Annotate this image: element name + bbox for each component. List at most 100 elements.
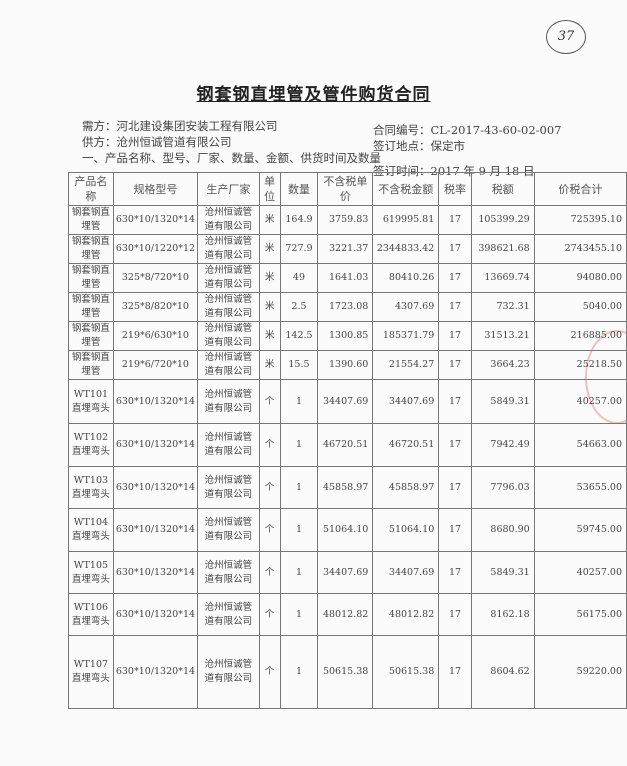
table-cell: 沧州恒诚管道有限公司 <box>197 350 260 380</box>
table-cell: 个 <box>258 551 281 594</box>
table-cell: 164.9 <box>279 205 319 235</box>
column-header: 规格型号 <box>112 172 199 206</box>
table-cell: 219*6/630*10 <box>112 321 199 351</box>
table-cell: 个 <box>258 508 281 552</box>
table-cell: 米 <box>258 292 281 322</box>
table-cell: 个 <box>258 466 281 509</box>
table-cell: 2.5 <box>279 292 319 322</box>
table-cell: 142.5 <box>279 321 319 351</box>
table-cell: 沧州恒诚管道有限公司 <box>197 263 260 293</box>
column-header: 税额 <box>470 172 535 206</box>
table-cell: 17 <box>438 508 472 552</box>
table-cell: 钢套钢直埋管 <box>68 263 114 293</box>
table-cell: 米 <box>258 205 281 235</box>
table-row: WT103直埋弯头 630*10/1320*14 沧州恒诚管道有限公司个 1 45858… <box>68 466 627 509</box>
column-header: 价税合计 <box>533 172 627 206</box>
table-cell: 630*10/1320*14 <box>112 423 199 467</box>
table-row: WT106直埋弯头 630*10/1320*14 沧州恒诚管道有限公司个 1 48012… <box>68 593 627 636</box>
table-row: 钢套钢直埋管 325*8/720*10 沧州恒诚管道有限公司米 49 1641.03 80… <box>68 263 627 293</box>
table-row: 钢套钢直埋管 325*8/820*10 沧州恒诚管道有限公司米 2.5 1723.08 4… <box>68 292 627 322</box>
table-cell: 4307.69 <box>372 292 440 322</box>
table-cell: 1390.60 <box>317 350 374 380</box>
table-cell: 17 <box>438 635 472 709</box>
table-cell: 619995.81 <box>372 205 440 235</box>
table-row: WT104直埋弯头 630*10/1320*14 沧州恒诚管道有限公司个 1 51064… <box>68 508 627 552</box>
table-cell: 17 <box>438 321 472 351</box>
document-title: 钢套钢直埋管及管件购货合同 <box>196 85 431 105</box>
table-cell: 7796.03 <box>470 466 535 509</box>
table-cell: 沧州恒诚管道有限公司 <box>197 593 260 636</box>
table-cell: 米 <box>258 263 281 293</box>
table-cell: 5849.31 <box>470 551 535 594</box>
table-cell: 1723.08 <box>317 292 374 322</box>
table-cell: 34407.69 <box>317 551 374 594</box>
table-cell: 56175.00 <box>533 593 627 636</box>
column-header: 不含税单价 <box>317 172 374 206</box>
table-cell: 630*10/1220*12 <box>112 234 199 264</box>
table-row: WT107直埋弯头 630*10/1320*14 沧州恒诚管道有限公司个 1 50615… <box>68 635 627 709</box>
table-cell: 17 <box>438 466 472 509</box>
table-cell: 米 <box>258 350 281 380</box>
table-cell: 48012.82 <box>317 593 374 636</box>
table-cell: 630*10/1320*14 <box>112 551 199 594</box>
table-cell: 45858.97 <box>317 466 374 509</box>
table-row: 钢套钢直埋管 630*10/1320*14 沧州恒诚管道有限公司米 164.9 3759… <box>68 205 627 235</box>
table-cell: 沧州恒诚管道有限公司 <box>197 234 260 264</box>
table-cell: 5040.00 <box>533 292 627 322</box>
table-cell: 沧州恒诚管道有限公司 <box>197 379 260 424</box>
table-cell: 13669.74 <box>470 263 535 293</box>
table-cell: 个 <box>258 423 281 467</box>
table-cell: 沧州恒诚管道有限公司 <box>197 551 260 594</box>
table-cell: 325*8/720*10 <box>112 263 199 293</box>
table-cell: 8604.62 <box>470 635 535 709</box>
table-cell: 17 <box>438 379 472 424</box>
table-cell: 94080.00 <box>533 263 627 293</box>
contract-number: 合同编号：CL-2017-43-60-02-007 <box>373 123 562 137</box>
table-cell: 51064.10 <box>317 508 374 552</box>
table-cell: 17 <box>438 350 472 380</box>
table-cell: 个 <box>258 593 281 636</box>
table-cell: 2344833.42 <box>372 234 440 264</box>
table-cell: 17 <box>438 423 472 467</box>
table-cell: 219*6/720*10 <box>112 350 199 380</box>
column-header: 单位 <box>258 172 281 206</box>
table-cell: 50615.38 <box>372 635 440 709</box>
table-cell: 沧州恒诚管道有限公司 <box>197 635 260 709</box>
table-cell: 630*10/1320*14 <box>112 635 199 709</box>
table-cell: 34407.69 <box>317 379 374 424</box>
table-cell: 沧州恒诚管道有限公司 <box>197 321 260 351</box>
table-cell: 630*10/1320*14 <box>112 593 199 636</box>
table-cell: 34407.69 <box>372 551 440 594</box>
column-header: 生产厂家 <box>197 172 260 206</box>
page-number: 37 <box>546 20 586 54</box>
table-row: 钢套钢直埋管 630*10/1220*12 沧州恒诚管道有限公司米 727.9 3221… <box>68 234 627 264</box>
table-cell: 59745.00 <box>533 508 627 552</box>
table-cell: 80410.26 <box>372 263 440 293</box>
table-cell: 46720.51 <box>317 423 374 467</box>
column-header: 产品名称 <box>68 172 114 206</box>
table-cell: 49 <box>279 263 319 293</box>
table-row: WT101直埋弯头 630*10/1320*14 沧州恒诚管道有限公司个 1 34407… <box>68 379 627 424</box>
table-cell: 1 <box>279 635 319 709</box>
table-cell: 1 <box>279 379 319 424</box>
table-cell: 630*10/1320*14 <box>112 466 199 509</box>
table-cell: 51064.10 <box>372 508 440 552</box>
table-cell: WT102直埋弯头 <box>68 423 114 467</box>
table-cell: 54663.00 <box>533 423 627 467</box>
table-cell: 31513.21 <box>470 321 535 351</box>
table-cell: 325*8/820*10 <box>112 292 199 322</box>
table-cell: 21554.27 <box>372 350 440 380</box>
table-cell: 630*10/1320*14 <box>112 508 199 552</box>
table-cell: 59220.00 <box>533 635 627 709</box>
table-cell: 727.9 <box>279 234 319 264</box>
table-cell: WT106直埋弯头 <box>68 593 114 636</box>
table-row: 钢套钢直埋管 219*6/630*10 沧州恒诚管道有限公司米 142.5 1300.8… <box>68 321 627 351</box>
table-cell: 53655.00 <box>533 466 627 509</box>
table-cell: 17 <box>438 551 472 594</box>
table-row: 钢套钢直埋管 219*6/720*10 沧州恒诚管道有限公司米 15.5 1390.60… <box>68 350 627 380</box>
table-cell: 5849.31 <box>470 379 535 424</box>
table-cell: 3221.37 <box>317 234 374 264</box>
table-cell: 25218.50 <box>533 350 627 380</box>
table-cell: 50615.38 <box>317 635 374 709</box>
table-cell: 15.5 <box>279 350 319 380</box>
